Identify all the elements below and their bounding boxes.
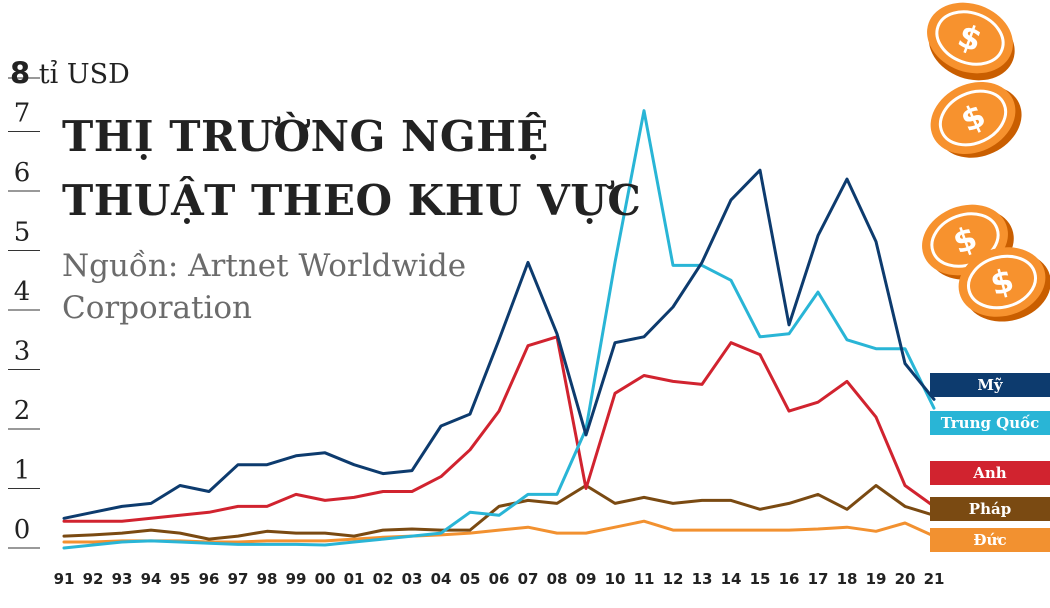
series-line-4 xyxy=(62,519,936,544)
series-line-1 xyxy=(62,109,936,550)
x-tick-label: 15 xyxy=(750,570,771,588)
x-tick-label: 19 xyxy=(866,570,887,588)
y-axis-ticks xyxy=(8,77,40,549)
legend-item: Anh xyxy=(930,461,1050,485)
x-tick-label: 07 xyxy=(518,570,539,588)
x-tick-label: 96 xyxy=(199,570,220,588)
y-tick-label: 4 xyxy=(14,277,31,307)
x-tick-label: 91 xyxy=(54,570,75,588)
x-tick-label: 98 xyxy=(257,570,278,588)
x-tick-label: 02 xyxy=(373,570,394,588)
series-line-3 xyxy=(62,484,936,541)
legend-item: Đức xyxy=(930,528,1050,552)
chart-source-line-1: Nguồn: Artnet Worldwide xyxy=(62,248,467,284)
coin-dollar-icon: $ xyxy=(958,247,1050,322)
series-line-2 xyxy=(62,335,936,523)
y-tick-label: 3 xyxy=(14,337,31,367)
x-tick-label: 12 xyxy=(663,570,684,588)
legend-item: Mỹ xyxy=(930,373,1050,397)
x-tick-label: 09 xyxy=(576,570,597,588)
x-axis-labels: 91 92 93 94 95 96 97 98 99 00 01 02 03 04 05 06 07 08 09 10… xyxy=(54,570,945,588)
series-line-0 xyxy=(62,168,936,520)
x-tick-label: 95 xyxy=(170,570,191,588)
x-tick-label: 21 xyxy=(924,570,945,588)
y-tick-label: 6 xyxy=(14,158,31,188)
legend-item: Trung Quốc xyxy=(930,411,1050,435)
legend-item: Pháp xyxy=(930,497,1050,521)
x-tick-label: 08 xyxy=(547,570,568,588)
x-tick-label: 17 xyxy=(808,570,829,588)
x-tick-label: 11 xyxy=(634,570,655,588)
x-tick-label: 01 xyxy=(344,570,365,588)
y-tick-label: 5 xyxy=(14,218,31,248)
x-tick-label: 93 xyxy=(112,570,133,588)
y-axis-labels: 0 1 2 3 4 5 6 7 xyxy=(14,99,31,546)
coin-dollar-icon: $ xyxy=(930,82,1022,158)
chart-source-line-2: Corporation xyxy=(62,290,253,326)
x-tick-label: 13 xyxy=(692,570,713,588)
y-axis-unit-label: tỉ USD xyxy=(30,59,130,90)
y-tick-label: 1 xyxy=(14,456,31,486)
y-tick-label: 7 xyxy=(14,99,31,129)
coins-illustration: $$$$ xyxy=(922,2,1050,322)
y-tick-label: 0 xyxy=(14,515,31,545)
x-tick-label: 99 xyxy=(286,570,307,588)
coin-dollar-icon: $ xyxy=(927,2,1015,81)
x-tick-label: 00 xyxy=(315,570,336,588)
series-lines xyxy=(62,109,936,550)
x-tick-label: 06 xyxy=(489,570,510,588)
x-tick-label: 05 xyxy=(460,570,481,588)
x-tick-label: 16 xyxy=(779,570,800,588)
chart-title-line-1: THỊ TRƯỜNG NGHỆ xyxy=(62,112,549,161)
y-axis-max-label: 8 xyxy=(10,56,31,90)
x-tick-label: 04 xyxy=(431,570,452,588)
y-axis-unit: 8 tỉ USD xyxy=(10,56,130,90)
x-tick-label: 94 xyxy=(141,570,162,588)
x-tick-label: 10 xyxy=(605,570,626,588)
chart-title-line-2: THUẬT THEO KHU VỰC xyxy=(62,176,642,225)
y-tick-label: 2 xyxy=(14,396,31,426)
x-tick-label: 14 xyxy=(721,570,742,588)
x-tick-label: 20 xyxy=(895,570,916,588)
x-tick-label: 03 xyxy=(402,570,423,588)
x-tick-label: 18 xyxy=(837,570,858,588)
x-tick-label: 92 xyxy=(83,570,104,588)
x-tick-label: 97 xyxy=(228,570,249,588)
